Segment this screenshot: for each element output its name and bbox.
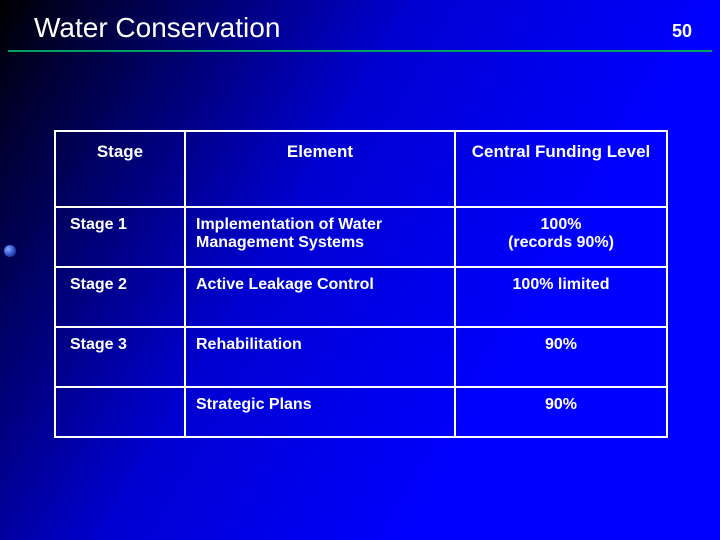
cell-element: Rehabilitation	[185, 327, 455, 387]
cell-funding: 100% limited	[455, 267, 667, 327]
cell-element: Active Leakage Control	[185, 267, 455, 327]
col-header-stage: Stage	[55, 131, 185, 207]
table-header-row: Stage Element Central Funding Level	[55, 131, 667, 207]
cell-element: Strategic Plans	[185, 387, 455, 437]
slide-header: Water Conservation 50	[0, 0, 720, 50]
table-row: Stage 3 Rehabilitation 90%	[55, 327, 667, 387]
cell-stage: Stage 2	[55, 267, 185, 327]
bullet-sphere-icon	[4, 245, 16, 257]
col-header-element: Element	[185, 131, 455, 207]
table-row: Strategic Plans 90%	[55, 387, 667, 437]
cell-element: Implementation of Water Management Syste…	[185, 207, 455, 267]
table-row: Stage 2 Active Leakage Control 100% limi…	[55, 267, 667, 327]
table-row: Stage 1 Implementation of Water Manageme…	[55, 207, 667, 267]
table: Stage Element Central Funding Level Stag…	[54, 130, 668, 438]
cell-stage: Stage 1	[55, 207, 185, 267]
cell-funding: 90%	[455, 327, 667, 387]
page-number: 50	[672, 21, 692, 42]
slide-title: Water Conservation	[34, 12, 280, 44]
cell-funding: 90%	[455, 387, 667, 437]
cell-stage	[55, 387, 185, 437]
cell-funding: 100%(records 90%)	[455, 207, 667, 267]
cell-stage: Stage 3	[55, 327, 185, 387]
funding-table: Stage Element Central Funding Level Stag…	[54, 130, 666, 438]
col-header-funding: Central Funding Level	[455, 131, 667, 207]
header-rule	[8, 50, 712, 52]
